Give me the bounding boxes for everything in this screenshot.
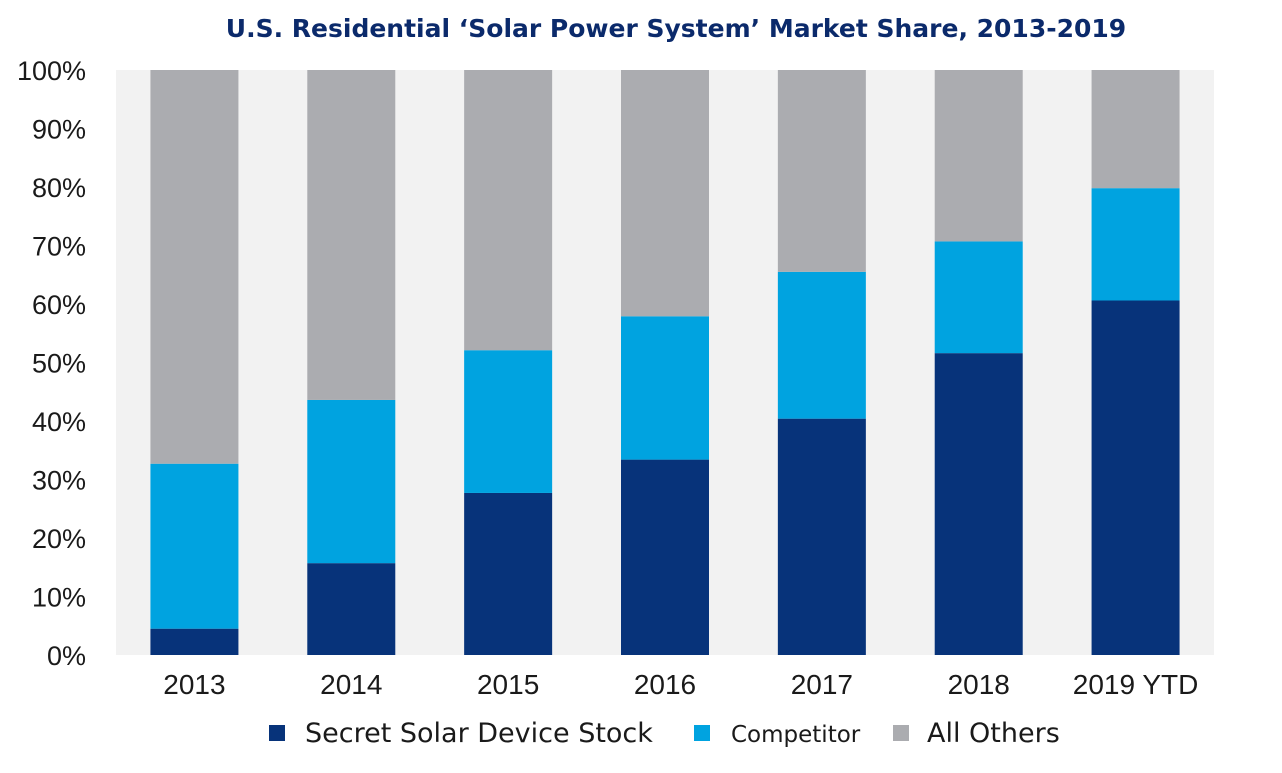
bar-secret-solar-device-stock-2013 bbox=[150, 628, 239, 655]
bar-all-others-2016 bbox=[621, 70, 709, 317]
legend-swatch-competitor bbox=[694, 725, 710, 741]
legend-swatch-all-others bbox=[893, 725, 909, 741]
legend-label-competitor: Competitor bbox=[731, 722, 861, 748]
bar-secret-solar-device-stock-2019-ytd bbox=[1091, 300, 1180, 655]
y-tick-label: 30% bbox=[32, 466, 86, 496]
x-tick-label: 2015 bbox=[477, 669, 539, 700]
y-tick-label: 100% bbox=[17, 56, 86, 86]
bar-competitor-2013 bbox=[150, 463, 239, 629]
bar-all-others-2017 bbox=[777, 70, 866, 272]
bar-all-others-2013 bbox=[150, 70, 239, 464]
y-tick-label: 50% bbox=[32, 349, 86, 379]
y-tick-label: 10% bbox=[32, 583, 86, 613]
x-tick-label: 2014 bbox=[320, 669, 382, 700]
y-tick-label: 80% bbox=[32, 173, 86, 203]
x-tick-label: 2017 bbox=[791, 669, 853, 700]
bar-secret-solar-device-stock-2014 bbox=[307, 563, 396, 655]
y-axis: 0% 10% 20% 30% 40% 50% 60% 70% 80% 90% 100% bbox=[17, 56, 86, 671]
bar-competitor-2015 bbox=[464, 350, 553, 493]
y-tick-label: 70% bbox=[32, 232, 86, 262]
x-tick-label: 2019 YTD bbox=[1073, 669, 1199, 700]
legend: Secret Solar Device Stock Competitor All O… bbox=[269, 718, 1060, 749]
bar-competitor-2014 bbox=[307, 399, 396, 564]
bars-group bbox=[150, 70, 1180, 655]
y-tick-label: 0% bbox=[47, 641, 86, 671]
chart-title: U.S. Residential ‘Solar Power System’ Ma… bbox=[225, 14, 1127, 43]
y-tick-label: 20% bbox=[32, 524, 86, 554]
bar-competitor-2018 bbox=[934, 241, 1023, 354]
bar-all-others-2019-ytd bbox=[1091, 70, 1180, 189]
y-tick-label: 90% bbox=[32, 115, 86, 145]
bar-secret-solar-device-stock-2018 bbox=[934, 353, 1023, 655]
x-tick-label: 2018 bbox=[948, 669, 1010, 700]
x-tick-label: 2013 bbox=[163, 669, 225, 700]
bar-secret-solar-device-stock-2015 bbox=[464, 492, 553, 655]
bar-all-others-2015 bbox=[464, 70, 553, 351]
bar-all-others-2014 bbox=[307, 70, 396, 400]
y-tick-label: 40% bbox=[32, 407, 86, 437]
legend-label-all-others: All Others bbox=[927, 718, 1060, 749]
legend-swatch-secret-solar-device-stock bbox=[269, 725, 285, 741]
bar-secret-solar-device-stock-2016 bbox=[621, 459, 709, 655]
bar-secret-solar-device-stock-2017 bbox=[777, 418, 866, 655]
bar-competitor-2019-ytd bbox=[1091, 188, 1180, 301]
bar-competitor-2016 bbox=[621, 316, 709, 460]
legend-label-secret-solar-device-stock: Secret Solar Device Stock bbox=[305, 718, 653, 749]
bar-all-others-2018 bbox=[934, 70, 1023, 242]
bar-competitor-2017 bbox=[777, 271, 866, 419]
x-tick-label: 2016 bbox=[634, 669, 696, 700]
x-axis: 2013 2014 2015 2016 2017 2018 2019 YTD bbox=[163, 669, 1198, 700]
y-tick-label: 60% bbox=[32, 290, 86, 320]
